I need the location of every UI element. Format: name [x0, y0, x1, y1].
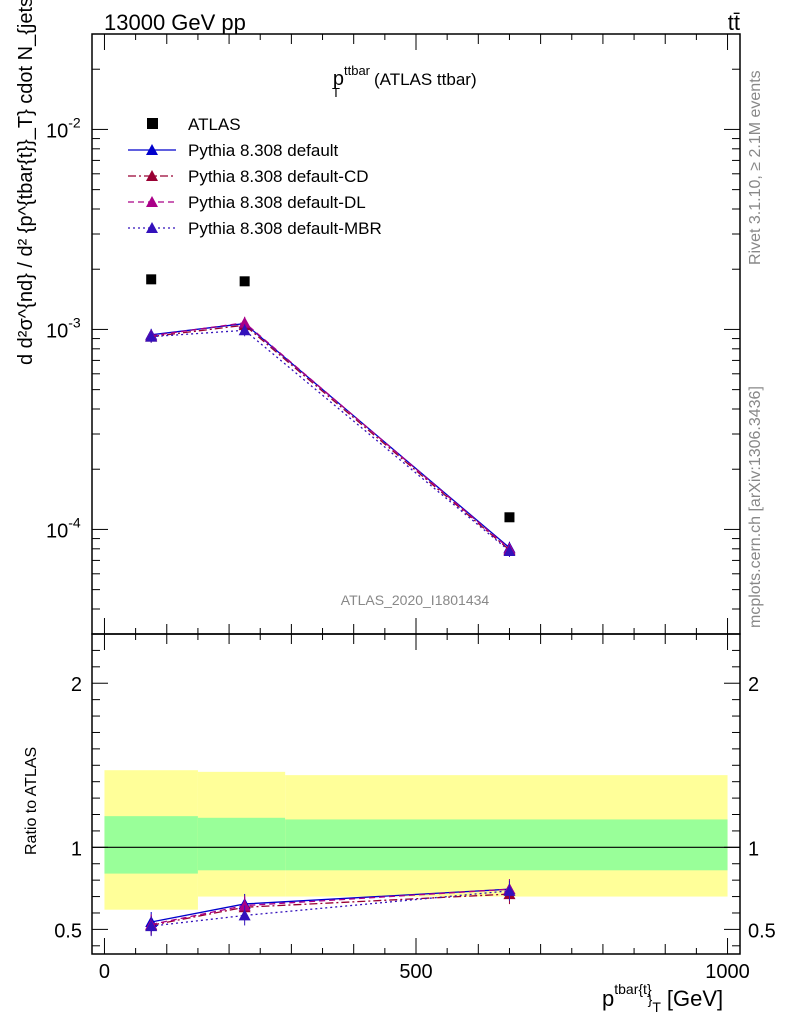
ratio-y-tick-label: 0.5 — [54, 920, 82, 942]
main-plot: 10-2 10-3 10-4 pttbar T(ATLAS ttbar) ATLAS_… — [15, 0, 741, 635]
ratio-y-tick-label-right: 0.5 — [748, 920, 776, 942]
legend-label: ATLAS — [188, 115, 241, 134]
series-line — [151, 322, 510, 550]
legend-marker — [146, 170, 158, 181]
legend-label: Pythia 8.308 default — [188, 141, 339, 160]
ratio-y-tick-labels: 0.5 0.5 1 1 2 2 — [54, 674, 776, 942]
ratio-marker — [238, 909, 251, 921]
uncertainty-bands — [104, 770, 728, 910]
y-tick-label: 10-3 — [46, 314, 81, 342]
ratio-y-tick-label: 2 — [71, 674, 82, 696]
ratio-marker — [145, 920, 158, 932]
series-line — [151, 329, 510, 552]
legend-marker — [146, 196, 158, 207]
legend-label: Pythia 8.308 default-DL — [188, 193, 366, 212]
ratio-plot: 0.5 0.5 1 1 2 2 0 500 1000 Ratio to ATLAS ptbar… — [23, 633, 776, 1015]
mcplots-label: mcplots.cern.ch [arXiv:1306.3436] — [747, 386, 764, 628]
stat-band — [197, 817, 286, 871]
ratio-y-tick-label: 1 — [71, 838, 82, 860]
ratio-marker — [238, 899, 251, 911]
atlas-data-point — [504, 512, 515, 523]
ratio-y-tick-label-right: 2 — [748, 674, 759, 696]
legend-label: Pythia 8.308 default-CD — [188, 167, 369, 186]
y-axis-label: d d²σ^{nd} / d² {p^{tbar{t}}_T} cdot N_{… — [15, 0, 37, 365]
legend-label: Pythia 8.308 default-MBR — [188, 219, 382, 238]
y-tick-label: 10-2 — [46, 114, 81, 142]
y-tick-label: 10-4 — [46, 514, 81, 542]
main-plot-ticks — [92, 33, 740, 635]
series-line — [151, 322, 510, 549]
header-right: tt̄ — [728, 10, 740, 35]
legend-marker — [147, 118, 158, 129]
ratio-marker — [503, 884, 516, 896]
x-tick-label: 500 — [399, 961, 432, 983]
legend: ATLAS Pythia 8.308 default Pythia 8.308 de… — [128, 115, 382, 238]
series-line — [151, 324, 510, 551]
header-left: 13000 GeV pp — [104, 10, 246, 35]
main-series — [145, 274, 516, 558]
series-marker — [503, 545, 516, 557]
stat-band — [104, 816, 198, 874]
plot-title: pttbar T(ATLAS ttbar) — [332, 63, 477, 100]
series-marker — [238, 324, 251, 336]
ratio-series — [145, 879, 516, 937]
x-tick-label: 0 — [99, 961, 110, 983]
series-marker — [145, 330, 158, 342]
ratio-ticks — [92, 634, 740, 954]
legend-marker — [146, 144, 158, 155]
legend-marker — [146, 222, 158, 233]
stat-band — [285, 819, 728, 871]
main-y-tick-labels: 10-2 10-3 10-4 — [46, 114, 81, 542]
x-tick-labels: 0 500 1000 — [99, 961, 750, 983]
series-marker — [238, 316, 251, 328]
x-tick-label: 1000 — [705, 961, 750, 983]
ratio-y-tick-label-right: 1 — [748, 838, 759, 860]
ratio-y-axis-label: Ratio to ATLAS — [23, 747, 40, 855]
rivet-label: Rivet 3.1.10, ≥ 2.1M events — [747, 70, 764, 265]
x-axis-label: ptbar{t}}T [GeV] — [602, 981, 723, 1015]
atlas-data-point — [239, 276, 250, 287]
analysis-watermark: ATLAS_2020_I1801434 — [341, 592, 490, 608]
atlas-data-point — [146, 274, 157, 285]
ratio-series-line — [151, 890, 510, 927]
